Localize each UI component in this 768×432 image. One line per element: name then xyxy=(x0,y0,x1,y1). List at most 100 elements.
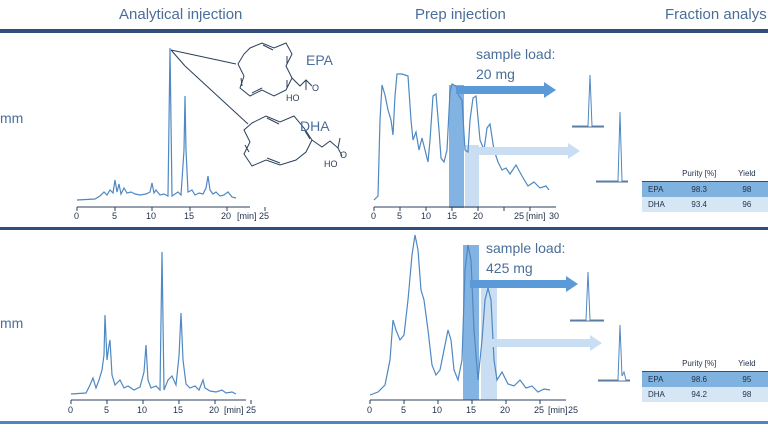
tick-label: 0 xyxy=(74,211,80,221)
tick-label: 10 xyxy=(432,405,443,415)
purity-cell: 98.6 xyxy=(672,371,726,387)
tick-label: 0 xyxy=(367,405,373,415)
row2-label: mm xyxy=(0,315,24,331)
axis-unit: [min] xyxy=(224,405,244,415)
tick-label: 10 xyxy=(421,211,432,221)
dha-label: DHA xyxy=(300,118,330,134)
header-fraction-analysis: Fraction analys xyxy=(665,6,767,23)
tick-label: 10 xyxy=(146,211,157,221)
tick-label: 10 xyxy=(137,405,148,415)
tick-label: 30 xyxy=(549,211,560,221)
tick-label: 25 xyxy=(246,405,257,415)
tick-label: 15 xyxy=(184,211,195,221)
tick-label: 25 xyxy=(534,405,545,415)
purity-cell: 94.2 xyxy=(672,387,726,402)
table-row: DHA 93.4 96 xyxy=(642,197,768,212)
header-analytical-injection: Analytical injection xyxy=(119,6,243,23)
row1-dha-arrow-bar xyxy=(472,147,568,155)
table-header: Purity [%] xyxy=(672,166,726,182)
row2-dha-arrowhead xyxy=(590,335,602,351)
sample-load-value: 20 mg xyxy=(476,66,515,82)
sample-load-value: 425 mg xyxy=(486,260,533,276)
sample-load-label: sample load: xyxy=(476,46,556,62)
tick-label: 5 xyxy=(112,211,118,221)
dha-o-label: O xyxy=(340,150,347,160)
epa-label: EPA xyxy=(306,52,334,68)
row1-fraction-table: Purity [%] Yield EPA 98.3 98 DHA 93.4 96 xyxy=(642,166,768,212)
row1-label: mm xyxy=(0,110,24,126)
row2-mini-chromatogram-dha xyxy=(598,324,630,382)
row1-sample-load: sample load: 20 mg xyxy=(476,44,555,84)
row-name: DHA xyxy=(642,197,673,212)
middle-divider xyxy=(0,227,768,230)
tick-label: 20 xyxy=(500,405,511,415)
row2-fraction-table: Purity [%] Yield EPA 98.6 95 DHA 94.2 98 xyxy=(642,356,768,402)
row-name: EPA xyxy=(642,181,673,197)
axis-unit: [min] xyxy=(237,211,257,221)
tick-label: 25 xyxy=(568,405,579,415)
dha-structure-image xyxy=(243,115,343,167)
dha-pointer-line xyxy=(184,65,249,125)
row2-sample-load: sample load: 425 mg xyxy=(486,238,565,278)
table-row: EPA 98.3 98 xyxy=(642,181,768,197)
tick-label: 20 xyxy=(221,211,232,221)
row1-dha-arrowhead xyxy=(568,143,580,159)
bottom-divider xyxy=(0,421,768,424)
yield-cell: 96 xyxy=(725,197,768,212)
row2-analytical-trace xyxy=(70,251,237,395)
epa-structure-image xyxy=(237,42,313,97)
table-header xyxy=(642,356,673,372)
row2-epa-arrowhead xyxy=(566,276,578,292)
row2-epa-arrow-bar xyxy=(470,280,566,288)
purity-cell: 93.4 xyxy=(672,197,726,212)
row1-epa-arrowhead xyxy=(544,82,556,98)
tick-label: 5 xyxy=(401,405,407,415)
top-divider xyxy=(0,29,768,33)
dha-ho-label: HO xyxy=(324,159,338,169)
row2-dha-fraction-band xyxy=(481,287,497,400)
tick-label: 5 xyxy=(397,211,403,221)
tick-label: 5 xyxy=(104,405,110,415)
row1-prep-trace xyxy=(373,73,550,201)
tick-label: 0 xyxy=(371,211,377,221)
tick-label: 0 xyxy=(68,405,74,415)
row1-mini-chromatogram-dha xyxy=(596,111,628,183)
tick-label: 15 xyxy=(447,211,458,221)
row2-prep-trace xyxy=(369,234,551,396)
epa-pointer-line xyxy=(170,49,237,65)
purity-cell: 98.3 xyxy=(672,181,726,197)
yield-cell: 98 xyxy=(725,181,768,197)
epa-o-label: O xyxy=(312,83,319,93)
row-name: EPA xyxy=(642,371,673,387)
yield-cell: 95 xyxy=(725,371,768,387)
table-row: EPA 98.6 95 xyxy=(642,371,768,387)
row1-epa-arrow-bar xyxy=(456,86,544,94)
row2-dha-arrow-bar xyxy=(490,339,590,347)
tick-label: 25 xyxy=(514,211,525,221)
tick-label: 20 xyxy=(473,211,484,221)
row1-analytical-chromatogram xyxy=(76,47,266,211)
row1-mini-chromatogram-epa xyxy=(572,74,604,128)
tick-label: 20 xyxy=(209,405,220,415)
row2-mini-chromatogram-epa xyxy=(570,271,604,322)
table-header: Purity [%] xyxy=(672,356,726,372)
row1-epa-fraction-band xyxy=(449,85,464,208)
sample-load-label: sample load: xyxy=(486,240,566,256)
row1-dha-fraction-band xyxy=(465,145,479,208)
axis-unit: [min] xyxy=(548,405,568,415)
header-prep-injection: Prep injection xyxy=(415,6,506,23)
tick-label: 25 xyxy=(259,211,270,221)
table-header: Yield xyxy=(725,356,768,372)
yield-cell: 98 xyxy=(725,387,768,402)
row1-prep-chromatogram xyxy=(373,73,580,211)
tick-label: 15 xyxy=(466,405,477,415)
table-header xyxy=(642,166,673,182)
tick-label: 15 xyxy=(173,405,184,415)
table-header: Yield xyxy=(725,166,768,182)
row1-analytical-trace xyxy=(76,47,237,201)
epa-ho-label: HO xyxy=(286,93,300,103)
row2-analytical-chromatogram xyxy=(70,251,252,404)
table-row: DHA 94.2 98 xyxy=(642,387,768,402)
